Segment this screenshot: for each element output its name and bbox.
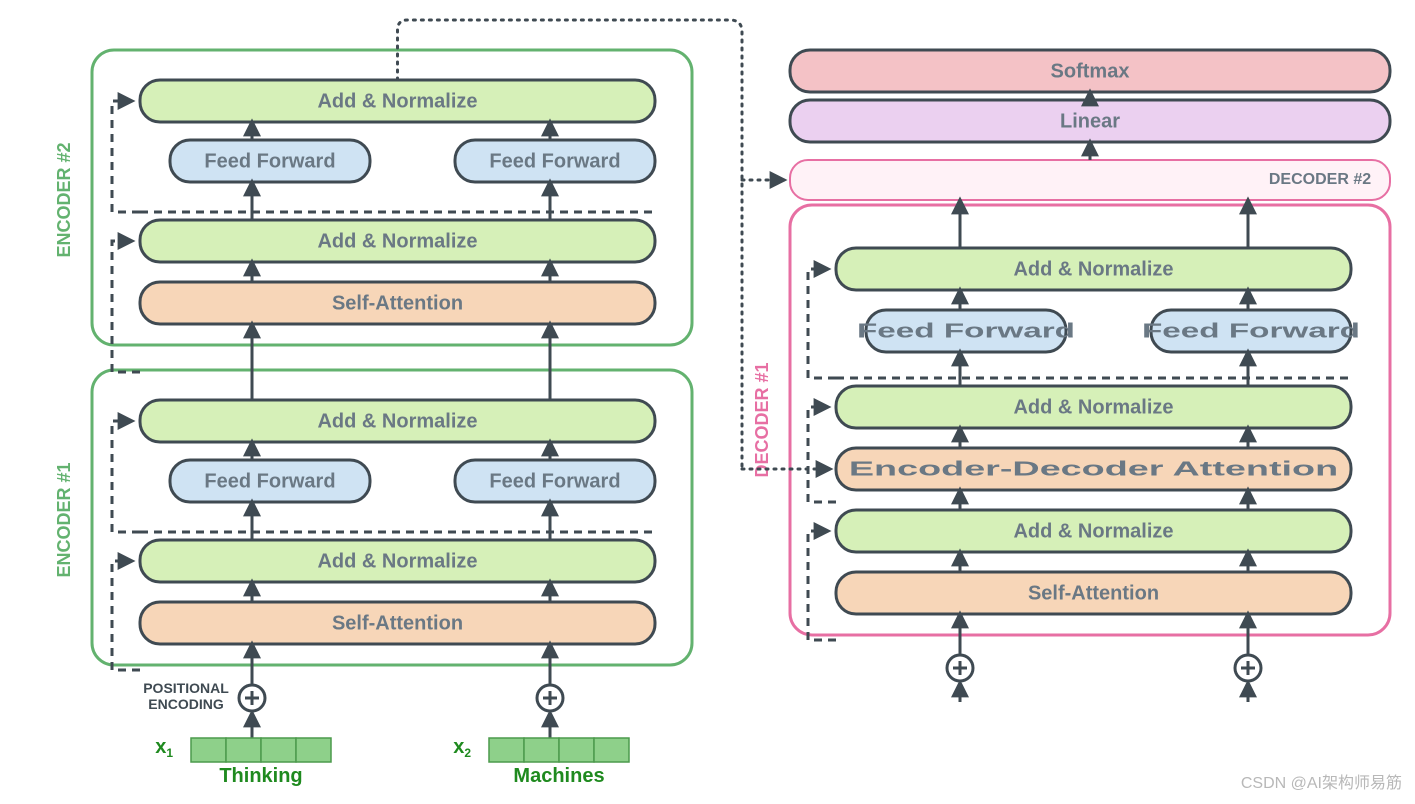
token2-text: Machines: [513, 765, 604, 787]
dec1-ff-a-label: Feed Forward: [857, 320, 1075, 342]
plus-dec-a: [947, 655, 973, 681]
encoder-1-label: ENCODER #1: [54, 462, 74, 577]
pos-label-2: ENCODING: [148, 696, 224, 712]
enc1-ff-b-label: Feed Forward: [489, 470, 620, 492]
dec1-encdecatt-label: Encoder-Decoder Attention: [849, 458, 1338, 480]
enc1-addnorm2-label: Add & Normalize: [317, 410, 477, 432]
dec1-addnorm3-label: Add & Normalize: [1013, 258, 1173, 280]
decoder-2-label: DECODER #2: [1269, 171, 1371, 188]
enc1-selfatt-label: Self-Attention: [332, 612, 463, 634]
dec1-addnorm1-label: Add & Normalize: [1013, 520, 1173, 542]
watermark: CSDN @AI架构师易筋: [1241, 774, 1402, 792]
enc2-ff-b-label: Feed Forward: [489, 150, 620, 172]
enc1-addnorm1-label: Add & Normalize: [317, 550, 477, 572]
linear-block-label: Linear: [1060, 110, 1120, 132]
x1-label: x1: [155, 736, 173, 760]
enc1-ff-a-label: Feed Forward: [204, 470, 335, 492]
enc2-selfatt-label: Self-Attention: [332, 292, 463, 314]
x2-label: x2: [453, 736, 471, 760]
dec1-ff-b-label: Feed Forward: [1142, 320, 1360, 342]
dec1-addnorm2-label: Add & Normalize: [1013, 396, 1173, 418]
plus-enc-b: [537, 685, 563, 711]
enc2-addnorm2-label: Add & Normalize: [317, 90, 477, 112]
token-x1: [191, 738, 331, 762]
plus-enc-a: [239, 685, 265, 711]
dec1-selfatt-label: Self-Attention: [1028, 582, 1159, 604]
decoder-1-label: DECODER #1: [752, 362, 772, 477]
softmax-block-label: Softmax: [1051, 60, 1130, 82]
enc2-addnorm1-label: Add & Normalize: [317, 230, 477, 252]
transformer-diagram: ENCODER #1 ENCODER #2 DECODER #2 DECODER #1…: [0, 0, 1415, 804]
encoder-2-label: ENCODER #2: [54, 142, 74, 257]
enc2-ff-a-label: Feed Forward: [204, 150, 335, 172]
token-x2: [489, 738, 629, 762]
token1-text: Thinking: [219, 765, 302, 787]
pos-label-1: POSITIONAL: [143, 680, 229, 696]
plus-dec-b: [1235, 655, 1261, 681]
